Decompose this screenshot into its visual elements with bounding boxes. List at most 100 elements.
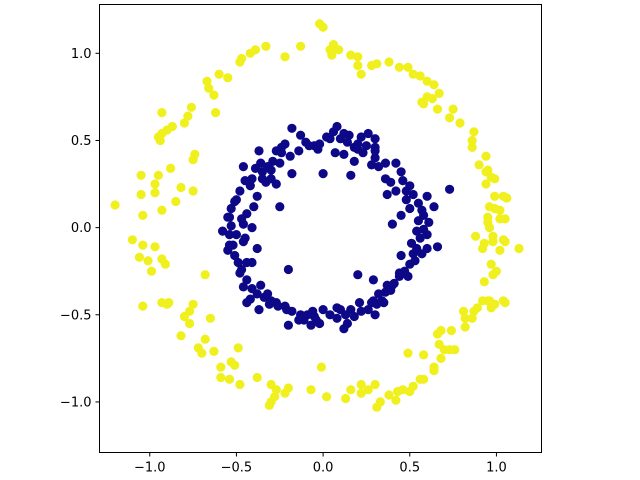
series-1-point-69 (233, 257, 243, 268)
series-0-point-118 (483, 296, 493, 306)
series-1-point-153 (429, 202, 439, 212)
series-1-point-150 (396, 250, 406, 261)
series-1-point-91 (356, 132, 366, 142)
series-1-point-158 (382, 189, 392, 200)
series-0-point-43 (134, 252, 144, 262)
series-0-point-10 (237, 53, 247, 64)
data-points (110, 19, 524, 412)
axes-frame (99, 4, 542, 453)
series-0-point-169 (403, 62, 413, 72)
series-1-point-115 (263, 289, 273, 299)
series-0-point-22 (157, 108, 167, 118)
series-1-point-147 (379, 298, 389, 308)
series-1-point-26 (380, 158, 391, 168)
series-0-point-150 (483, 165, 493, 175)
series-0-point-176 (353, 52, 363, 62)
series-0-point-101 (436, 353, 446, 363)
series-1-point-129 (252, 191, 262, 201)
series-1-point-124 (218, 226, 228, 236)
series-0-point-108 (446, 325, 456, 336)
series-0-point-79 (316, 362, 326, 372)
series-0-point-142 (484, 202, 495, 212)
series-0-point-112 (458, 306, 469, 316)
series-0-point-19 (179, 118, 189, 128)
series-0-point-130 (514, 243, 524, 254)
y-tick-label: 1.0 (71, 47, 92, 62)
series-1-point-84 (285, 151, 295, 161)
series-1-point-15 (325, 134, 335, 144)
series-1-point-73 (226, 221, 236, 231)
series-1-point-33 (413, 198, 423, 208)
series-0-point-124 (491, 266, 501, 276)
series-0-point-170 (394, 62, 404, 72)
series-0-point-32 (150, 188, 160, 198)
series-0-point-29 (153, 170, 163, 180)
series-0-point-66 (230, 360, 240, 370)
series-1-point-151 (406, 238, 417, 248)
series-1-point-169 (275, 202, 285, 212)
series-1-point-164 (330, 148, 340, 158)
series-1-point-28 (396, 167, 406, 177)
series-1-point-172 (247, 223, 257, 233)
series-1-point-10 (296, 130, 306, 140)
series-0-point-139 (483, 212, 493, 222)
series-0-point-157 (445, 113, 455, 123)
series-0-point-83 (356, 379, 366, 390)
series-1-point-77 (235, 186, 245, 196)
series-1-point-24 (370, 153, 380, 163)
series-1-point-54 (332, 313, 342, 323)
series-1-point-110 (318, 305, 328, 315)
series-1-point-114 (273, 301, 283, 311)
series-1-point-174 (224, 212, 235, 222)
series-0-point-78 (306, 385, 316, 395)
series-0-point-5 (280, 52, 290, 62)
series-1-point-141 (308, 306, 318, 316)
series-0-point-111 (467, 313, 477, 323)
series-1-point-103 (403, 271, 413, 281)
series-0-point-159 (432, 104, 443, 114)
series-0-point-62 (209, 346, 219, 356)
series-1-point-142 (311, 315, 321, 325)
series-0-point-18 (183, 111, 193, 121)
series-0-point-49 (138, 301, 148, 311)
series-0-point-40 (127, 235, 137, 245)
series-1-point-3 (256, 158, 266, 168)
series-0-point-39 (138, 210, 148, 220)
series-0-point-122 (479, 277, 489, 287)
series-1-point-177 (368, 275, 378, 285)
series-0-point-126 (495, 245, 505, 255)
series-1-point-161 (349, 156, 359, 166)
x-axis: −1.0 −0.5 0.0 0.5 1.0 (134, 452, 507, 476)
series-1-point-89 (332, 121, 342, 132)
series-0-point-177 (346, 50, 356, 60)
series-1-point-176 (353, 270, 363, 280)
x-tick-label: 0.5 (399, 461, 420, 476)
series-1-point-87 (313, 144, 323, 154)
series-0-point-129 (498, 235, 508, 245)
series-1-point-105 (374, 289, 384, 299)
series-0-point-86 (370, 379, 380, 390)
series-1-point-107 (354, 298, 365, 308)
series-1-point-160 (370, 146, 380, 156)
series-1-point-154 (432, 242, 443, 252)
series-0-point-44 (143, 256, 153, 266)
series-1-point-171 (249, 202, 259, 212)
series-0-point-25 (155, 135, 165, 146)
series-1-point-127 (230, 196, 240, 207)
series-0-point-125 (486, 259, 496, 269)
y-tick-label: 0.5 (71, 134, 92, 149)
series-1-point-92 (363, 128, 373, 139)
series-0-point-58 (176, 331, 186, 341)
series-0-point-110 (460, 313, 470, 323)
series-0-point-146 (481, 179, 491, 189)
series-1-point-40 (408, 249, 418, 259)
series-1-point-85 (294, 146, 304, 156)
series-1-point-170 (271, 179, 281, 189)
series-1-point-51 (356, 306, 366, 316)
series-1-point-156 (396, 210, 406, 220)
series-0-point-46 (160, 259, 170, 269)
series-1-point-146 (370, 310, 380, 320)
x-tick-label: −0.5 (221, 461, 253, 476)
series-0-point-171 (384, 57, 394, 67)
